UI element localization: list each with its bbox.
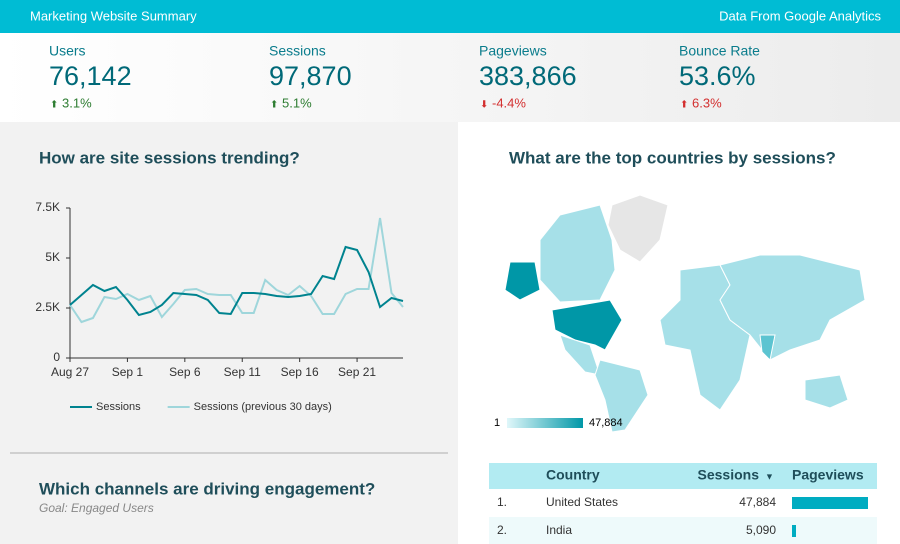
kpi-change: 3.1%: [62, 95, 92, 110]
map-legend-max: 47,884: [589, 417, 623, 429]
alaska: [504, 261, 541, 301]
sort-icon[interactable]: ▼: [765, 471, 774, 481]
x-tick-label: Sep 6: [169, 365, 201, 379]
kpi-value: 97,870: [269, 61, 352, 91]
x-tick-label: Sep 1: [112, 365, 144, 379]
x-tick-label: Aug 27: [51, 365, 89, 379]
line-series: [69, 245, 404, 317]
kpi-strip: [0, 33, 900, 122]
table-row: [489, 517, 877, 544]
kpi-arrow: ⬆: [270, 100, 278, 111]
y-tick-label: 2.5K: [35, 300, 60, 314]
kpi-change: -4.4%: [492, 95, 526, 110]
pageviews-bar: [792, 497, 868, 509]
pageviews-bar: [792, 525, 796, 537]
map-legend-gradient: [507, 418, 583, 428]
header-title: Marketing Website Summary: [30, 8, 197, 23]
column-header[interactable]: Country: [546, 467, 600, 483]
greenland: [607, 194, 669, 263]
left-panel: [0, 122, 458, 544]
table-header: [489, 463, 877, 489]
kpi-change: 6.3%: [692, 95, 722, 110]
y-tick-label: 0: [53, 350, 60, 364]
legend-label: Sessions (previous 30 days): [194, 401, 332, 413]
kpi-value: 383,866: [479, 61, 577, 91]
kpi-label: Pageviews: [479, 43, 547, 59]
south-america: [594, 359, 649, 433]
section-subtitle: Goal: Engaged Users: [39, 501, 154, 515]
united-states: [551, 299, 623, 351]
kpi-label: Bounce Rate: [679, 43, 760, 59]
column-header[interactable]: Sessions: [698, 467, 760, 483]
row-sessions: 47,884: [739, 495, 776, 509]
y-tick-label: 7.5K: [35, 200, 60, 214]
kpi-label: Users: [49, 43, 86, 59]
kpi-arrow: ⬆: [50, 100, 58, 111]
section-title: Which channels are driving engagement?: [39, 479, 375, 498]
y-tick-label: 5K: [45, 250, 60, 264]
row-country: United States: [546, 495, 618, 509]
world-map: [504, 194, 866, 433]
x-tick-label: Sep 16: [281, 365, 319, 379]
asia: [719, 254, 866, 361]
column-header[interactable]: Pageviews: [792, 467, 864, 483]
kpi-arrow: ⬆: [680, 100, 688, 111]
row-rank: 1.: [497, 495, 507, 509]
central-america: [559, 334, 601, 376]
map-title: What are the top countries by sessions?: [509, 148, 836, 167]
chart-title: How are site sessions trending?: [39, 148, 300, 167]
kpi-arrow: ⬇: [480, 100, 488, 111]
india: [759, 334, 776, 362]
australia: [804, 374, 849, 409]
header-source: Data From Google Analytics: [719, 8, 881, 23]
kpi-value: 76,142: [49, 61, 132, 91]
legend-label: Sessions: [96, 401, 141, 413]
kpi-change: 5.1%: [282, 95, 312, 110]
row-sessions: 5,090: [746, 523, 776, 537]
x-tick-label: Sep 11: [224, 365, 261, 379]
x-tick-label: Sep 21: [338, 365, 376, 379]
canada: [539, 204, 616, 303]
kpi-label: Sessions: [269, 43, 326, 59]
row-country: India: [546, 523, 572, 537]
map-legend-min: 1: [494, 417, 500, 429]
row-rank: 2.: [497, 523, 507, 537]
header-bar: [0, 0, 900, 33]
kpi-value: 53.6%: [679, 61, 756, 91]
